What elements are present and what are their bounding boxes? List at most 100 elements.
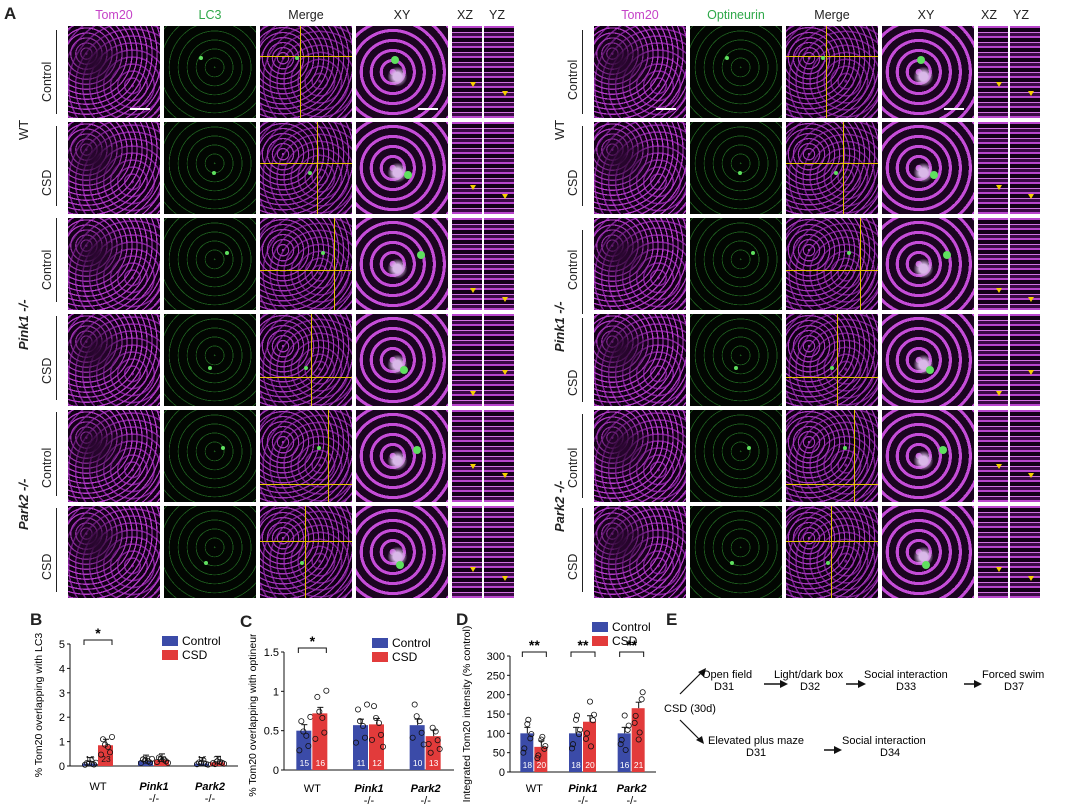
legend-swatch-csd bbox=[592, 636, 608, 646]
green-puncta bbox=[725, 56, 729, 60]
bar-control-2 bbox=[409, 725, 425, 770]
scale-bar bbox=[944, 108, 964, 110]
header-xy-right: XY bbox=[917, 8, 935, 22]
opt-micrograph-r5-c3 bbox=[882, 506, 974, 598]
x-tick-label: WT bbox=[89, 781, 106, 793]
n-label: 16 bbox=[316, 758, 326, 768]
green-puncta bbox=[391, 56, 399, 64]
data-point bbox=[86, 760, 93, 767]
opt-micrograph-r2-c3 bbox=[882, 218, 974, 310]
timeline-diagram: CSD (30d) Open field D31 Light/dark box … bbox=[664, 668, 1044, 759]
panel-b-letter: B bbox=[30, 610, 43, 629]
n-label: 21 bbox=[634, 760, 644, 770]
data-point bbox=[307, 713, 314, 720]
green-puncta bbox=[400, 366, 408, 374]
data-point bbox=[576, 731, 583, 738]
data-point bbox=[370, 703, 377, 710]
lc3-micrograph-r0-c1 bbox=[164, 26, 256, 118]
lc3-micrograph-r3-c5 bbox=[484, 314, 514, 406]
arrowhead-marker bbox=[1028, 194, 1034, 199]
data-point bbox=[569, 745, 576, 752]
arrowhead-marker bbox=[1028, 297, 1034, 302]
n-label: 18 bbox=[571, 760, 581, 770]
row-label-wt-csd-right: CSD bbox=[566, 169, 580, 196]
timeline-forced-swim: Forced swim bbox=[982, 669, 1044, 681]
lc3-micrograph-r5-c5 bbox=[484, 506, 514, 598]
opt-micrograph-r5-c2 bbox=[786, 506, 878, 598]
x-tick-label: Park2 bbox=[411, 783, 441, 795]
y-tick-label: 0 bbox=[59, 761, 65, 773]
lc3-micrograph-r3-c0 bbox=[68, 314, 160, 406]
green-puncta bbox=[834, 171, 838, 175]
timeline-social-interaction-2: Social interaction bbox=[842, 735, 926, 747]
y-tick-label: 1 bbox=[59, 737, 65, 749]
lc3-micrograph-r3-c2 bbox=[260, 314, 352, 406]
data-point bbox=[368, 736, 375, 743]
arrowhead-marker bbox=[502, 297, 508, 302]
n-label: 23 bbox=[101, 754, 111, 764]
data-point bbox=[213, 758, 220, 765]
data-point bbox=[541, 745, 548, 752]
data-point bbox=[156, 754, 163, 761]
data-point bbox=[631, 719, 638, 726]
opt-micrograph-r3-c3 bbox=[882, 314, 974, 406]
crosshair-vertical bbox=[843, 122, 844, 214]
opt-micrograph-r4-c3 bbox=[882, 410, 974, 502]
x-tick-label: -/- bbox=[205, 793, 216, 805]
opt-micrograph-r2-c4 bbox=[978, 218, 1008, 310]
green-puncta bbox=[751, 251, 755, 255]
lc3-micrograph-r0-c3 bbox=[356, 26, 448, 118]
legend-label-csd: CSD bbox=[612, 634, 638, 648]
opt-micrograph-r3-c2 bbox=[786, 314, 878, 406]
x-tick-label: -/- bbox=[149, 793, 160, 805]
crosshair-horizontal bbox=[260, 377, 352, 378]
timeline-social-interaction-1: Social interaction bbox=[864, 669, 948, 681]
data-point bbox=[624, 726, 631, 733]
crosshair-horizontal bbox=[260, 270, 352, 271]
green-puncta bbox=[922, 561, 930, 569]
lc3-micrograph-r1-c4 bbox=[452, 122, 482, 214]
timeline-open-field-day: D31 bbox=[714, 681, 734, 693]
timeline-forced-swim-day: D37 bbox=[1004, 681, 1024, 693]
crosshair-vertical bbox=[300, 26, 301, 118]
data-point bbox=[314, 693, 321, 700]
timeline-light-dark-box: Light/dark box bbox=[774, 669, 844, 681]
genotype-label-wt-right: WT bbox=[552, 119, 567, 140]
green-puncta bbox=[417, 251, 425, 259]
data-point bbox=[109, 733, 116, 740]
bar-control-1 bbox=[569, 733, 582, 772]
data-point bbox=[197, 760, 204, 767]
arrowhead-marker bbox=[996, 185, 1002, 190]
arrowhead-marker bbox=[502, 473, 508, 478]
arrowhead-marker bbox=[996, 82, 1002, 87]
data-point bbox=[542, 743, 549, 750]
n-label: 20 bbox=[585, 760, 595, 770]
data-point bbox=[312, 735, 319, 742]
panel-d-letter: D bbox=[456, 610, 469, 629]
opt-micrograph-r0-c0 bbox=[594, 26, 686, 118]
row-label-park2-control-left: Control bbox=[40, 447, 54, 488]
y-tick-label: 100 bbox=[487, 728, 505, 740]
y-tick-label: 2 bbox=[59, 712, 65, 724]
lc3-micrograph-r3-c3 bbox=[356, 314, 448, 406]
green-puncta bbox=[300, 561, 304, 565]
header-optineurin: Optineurin bbox=[707, 8, 765, 22]
legend-swatch-csd bbox=[162, 650, 178, 660]
data-point bbox=[362, 734, 369, 741]
row-label-pink1-control-right: Control bbox=[566, 249, 580, 290]
green-puncta bbox=[221, 446, 225, 450]
data-point bbox=[432, 728, 439, 735]
significance-marker: ** bbox=[578, 637, 589, 653]
crosshair-horizontal bbox=[260, 484, 352, 485]
data-point bbox=[635, 736, 642, 743]
green-puncta bbox=[747, 446, 751, 450]
scale-bar bbox=[130, 108, 150, 110]
header-xz-right: XZ bbox=[981, 8, 997, 22]
y-tick-label: 300 bbox=[487, 651, 505, 663]
data-point bbox=[534, 755, 541, 762]
data-point bbox=[357, 718, 364, 725]
data-point bbox=[617, 741, 624, 748]
genotype-label-pink1-left: Pink1 -/- bbox=[16, 299, 31, 350]
y-tick-label: 0 bbox=[273, 765, 279, 777]
data-point bbox=[220, 760, 227, 767]
